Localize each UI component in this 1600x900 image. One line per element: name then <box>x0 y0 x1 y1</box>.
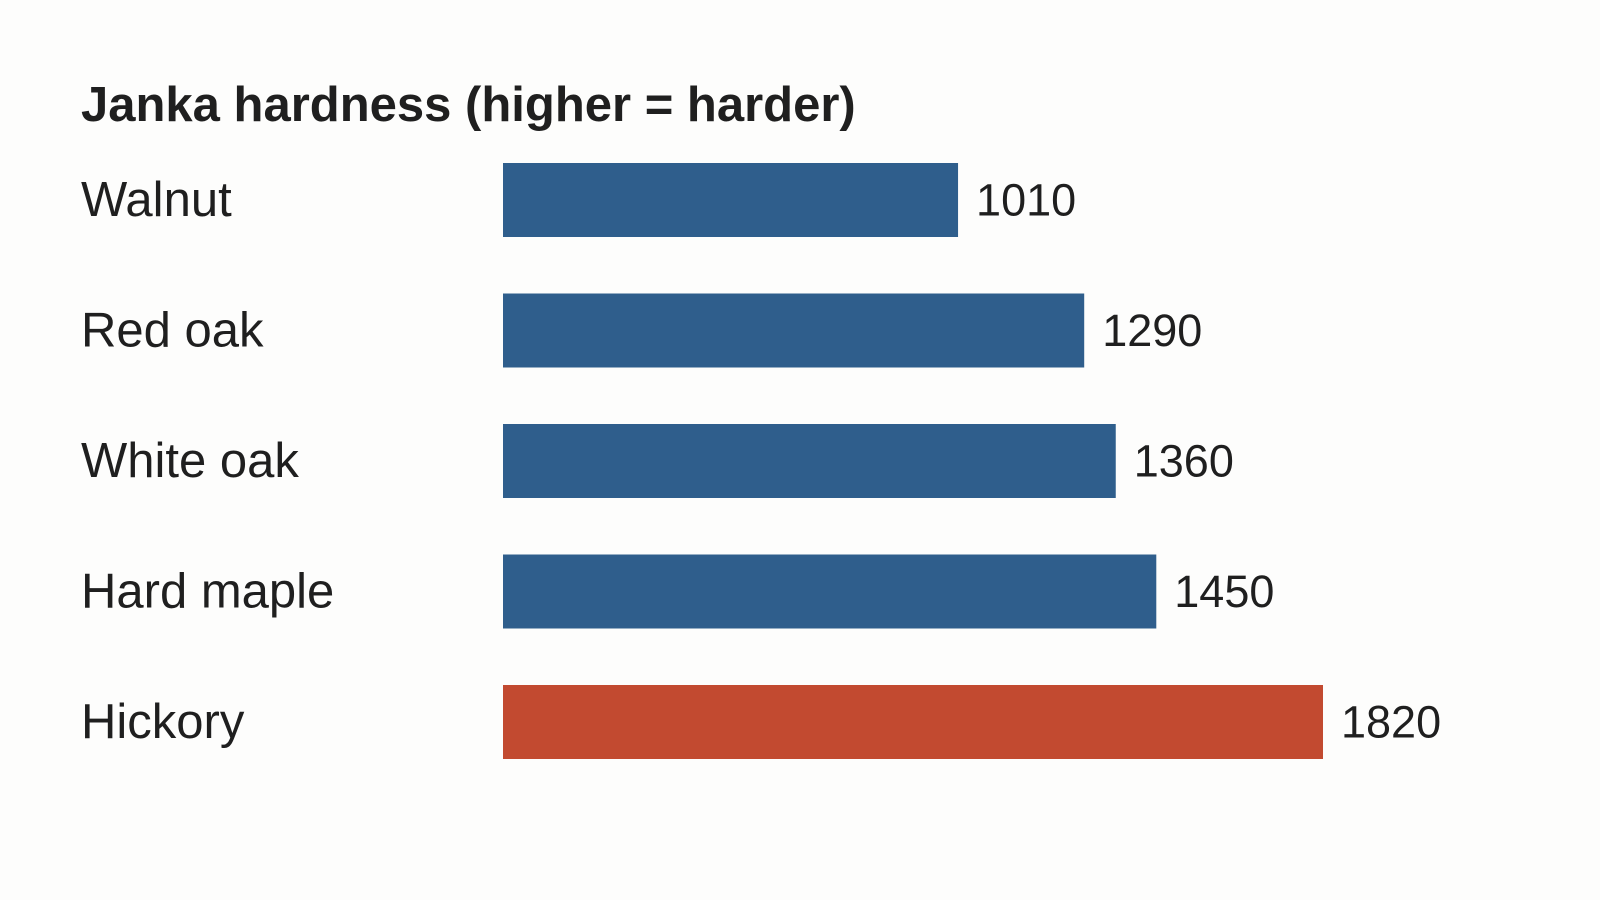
bar-hickory <box>503 685 1323 759</box>
chart-title: Janka hardness (higher = harder) <box>81 78 856 132</box>
bar-hard-maple <box>503 554 1157 629</box>
value-label: 1820 <box>1341 697 1441 748</box>
value-label: 1450 <box>1174 566 1274 617</box>
bar-white-oak <box>503 424 1116 498</box>
category-label: Walnut <box>81 173 232 227</box>
value-label: 1360 <box>1134 436 1234 487</box>
bar-walnut <box>503 163 959 237</box>
category-label: Hickory <box>81 695 245 749</box>
category-label: White oak <box>81 434 299 488</box>
category-label: Red oak <box>81 304 264 358</box>
plot-area: Walnut 1010 Red oak 1290 White oak 1360 Hard m… <box>81 163 1441 759</box>
category-label: Hard maple <box>81 565 334 619</box>
bar-red-oak <box>503 293 1085 368</box>
value-label: 1290 <box>1102 305 1202 356</box>
value-label: 1010 <box>976 175 1076 226</box>
